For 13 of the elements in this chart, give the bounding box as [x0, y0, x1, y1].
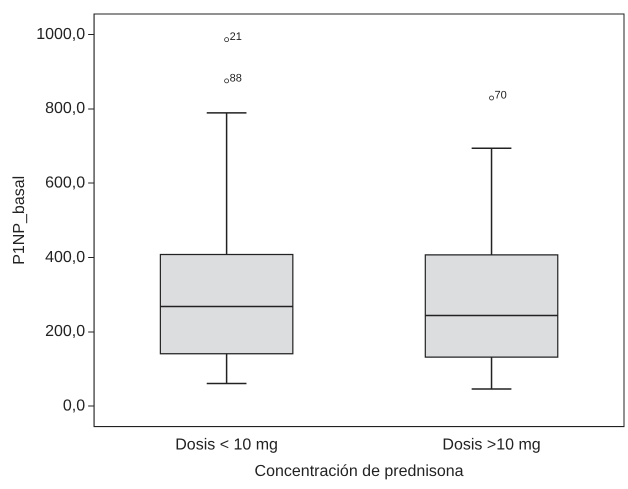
y-tick-label: 0,0	[62, 398, 86, 415]
x-tick-label: Dosis >10 mg	[442, 436, 541, 454]
y-tick-label: 1000,0	[36, 26, 86, 43]
y-axis-title: P1NP_basal	[11, 176, 28, 265]
y-tick-label: 600,0	[45, 174, 86, 192]
y-tick-label: 800,0	[45, 100, 86, 118]
y-tick-label: 400,0	[45, 248, 86, 266]
annotation: 88	[230, 72, 242, 84]
y-tick-label: 200,0	[45, 323, 86, 340]
annotation: 70	[494, 90, 507, 102]
x-tick-label: Dosis < 10 mg	[175, 436, 278, 454]
annotation: 21	[230, 31, 242, 44]
x-axis-title: Concentración de prednisona	[254, 462, 464, 480]
